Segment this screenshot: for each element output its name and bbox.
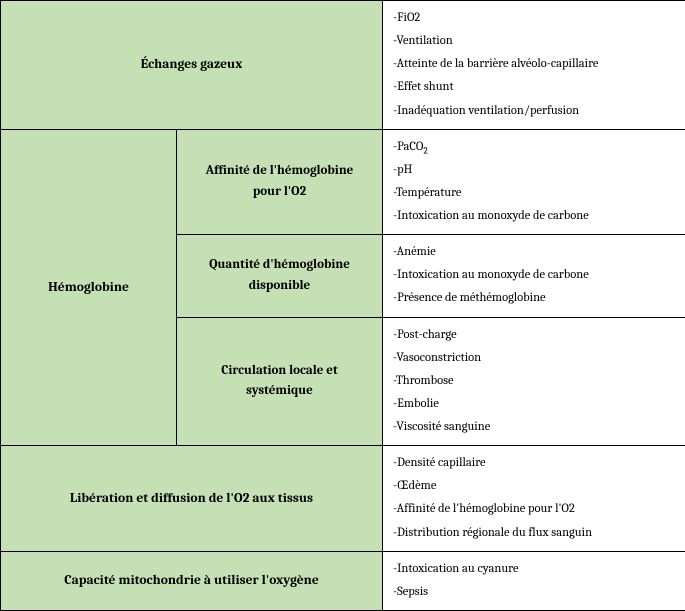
list-item: -Intoxication au monoxyde de carbone xyxy=(393,264,675,287)
list-item: -Vasoconstriction xyxy=(393,347,675,370)
list-item: -Anémie xyxy=(393,241,675,264)
header-mitochondria: Capacité mitochondrie à utiliser l'oxygè… xyxy=(1,551,383,610)
list-item: -Affinité de l'hémoglobine pour l'O2 xyxy=(393,498,675,521)
list-item: -Œdème xyxy=(393,475,675,498)
cell-affinity-items: -PaCO2 -pH -Température -Intoxication au… xyxy=(383,129,685,235)
list-item: -pH xyxy=(393,159,675,182)
list-item: -Densité capillaire xyxy=(393,452,675,475)
table-row: Libération et diffusion de l'O2 aux tiss… xyxy=(1,446,685,552)
cell-gaseous-exchange-items: -FiO2 -Ventilation -Atteinte de la barri… xyxy=(383,1,685,130)
header-label: Libération et diffusion de l'O2 aux tiss… xyxy=(70,491,313,506)
list-item: -Température xyxy=(393,182,675,205)
subheader-line: Affinité de l'hémoglobine xyxy=(206,163,354,178)
header-label: Capacité mitochondrie à utiliser l'oxygè… xyxy=(64,573,319,588)
cell-circulation-items: -Post-charge -Vasoconstriction -Thrombos… xyxy=(383,317,685,446)
subheader-line: systémique xyxy=(246,383,313,398)
list-item: -Sepsis xyxy=(393,581,675,604)
header-liberation: Libération et diffusion de l'O2 aux tiss… xyxy=(1,446,383,552)
physiology-table: Échanges gazeux -FiO2 -Ventilation -Atte… xyxy=(0,0,685,611)
header-gaseous-exchange: Échanges gazeux xyxy=(1,1,383,130)
list-item: -Embolie xyxy=(393,393,675,416)
list-item: -Thrombose xyxy=(393,370,675,393)
cell-mitochondria-items: -Intoxication au cyanure -Sepsis xyxy=(383,551,685,610)
table-row: Capacité mitochondrie à utiliser l'oxygè… xyxy=(1,551,685,610)
list-item: -Intoxication au cyanure xyxy=(393,558,675,581)
subheader-line: disponible xyxy=(249,278,310,293)
list-item: -Atteinte de la barrière alvéolo-capilla… xyxy=(393,53,675,76)
subheader-line: pour l'O2 xyxy=(253,184,306,199)
subheader-quantity: Quantité d'hémoglobine disponible xyxy=(177,235,383,317)
list-item: -Intoxication au monoxyde de carbone xyxy=(393,205,675,228)
list-item: -Viscosité sanguine xyxy=(393,416,675,439)
list-item: -Présence de méthémoglobine xyxy=(393,287,675,310)
table-main: Échanges gazeux -FiO2 -Ventilation -Atte… xyxy=(0,0,685,611)
list-item: -Effet shunt xyxy=(393,76,675,99)
subheader-affinity: Affinité de l'hémoglobine pour l'O2 xyxy=(177,129,383,235)
list-item: -Post-charge xyxy=(393,324,675,347)
subheader-line: Circulation locale et xyxy=(221,363,337,378)
header-hemoglobin: Hémoglobine xyxy=(1,129,177,446)
cell-quantity-items: -Anémie -Intoxication au monoxyde de car… xyxy=(383,235,685,317)
header-label: Hémoglobine xyxy=(48,280,129,295)
list-item: -PaCO2 xyxy=(393,136,675,159)
list-item: -Ventilation xyxy=(393,30,675,53)
table-row: Hémoglobine Affinité de l'hémoglobine po… xyxy=(1,129,685,235)
list-item: -Inadéquation ventilation/perfusion xyxy=(393,100,675,123)
header-label: Échanges gazeux xyxy=(141,57,243,72)
list-item: -Distribution régionale du flux sanguin xyxy=(393,522,675,545)
cell-liberation-items: -Densité capillaire -Œdème -Affinité de … xyxy=(383,446,685,552)
subheader-line: Quantité d'hémoglobine xyxy=(209,257,350,272)
table-row: Échanges gazeux -FiO2 -Ventilation -Atte… xyxy=(1,1,685,130)
subheader-circulation: Circulation locale et systémique xyxy=(177,317,383,446)
list-item: -FiO2 xyxy=(393,7,675,30)
